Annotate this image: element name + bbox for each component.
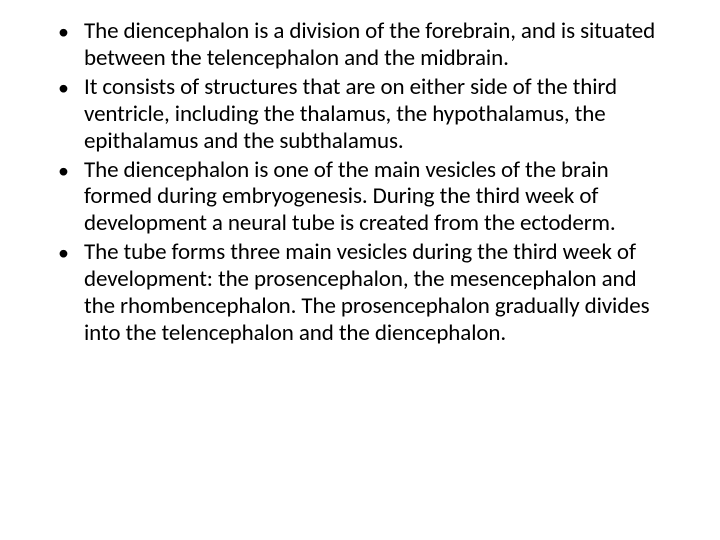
list-item: The diencephalon is one of the main vesi…: [48, 157, 672, 238]
list-item: The tube forms three main vesicles durin…: [48, 239, 672, 347]
bullet-text: The diencephalon is one of the main vesi…: [84, 157, 672, 238]
list-item: It consists of structures that are on ei…: [48, 74, 672, 155]
bullet-text: The diencephalon is a division of the fo…: [84, 18, 672, 72]
bullet-list: The diencephalon is a division of the fo…: [48, 18, 672, 349]
bullet-text: It consists of structures that are on ei…: [84, 74, 672, 155]
list-item: The diencephalon is a division of the fo…: [48, 18, 672, 72]
bullet-text: The tube forms three main vesicles durin…: [84, 239, 672, 347]
slide: The diencephalon is a division of the fo…: [0, 0, 720, 540]
